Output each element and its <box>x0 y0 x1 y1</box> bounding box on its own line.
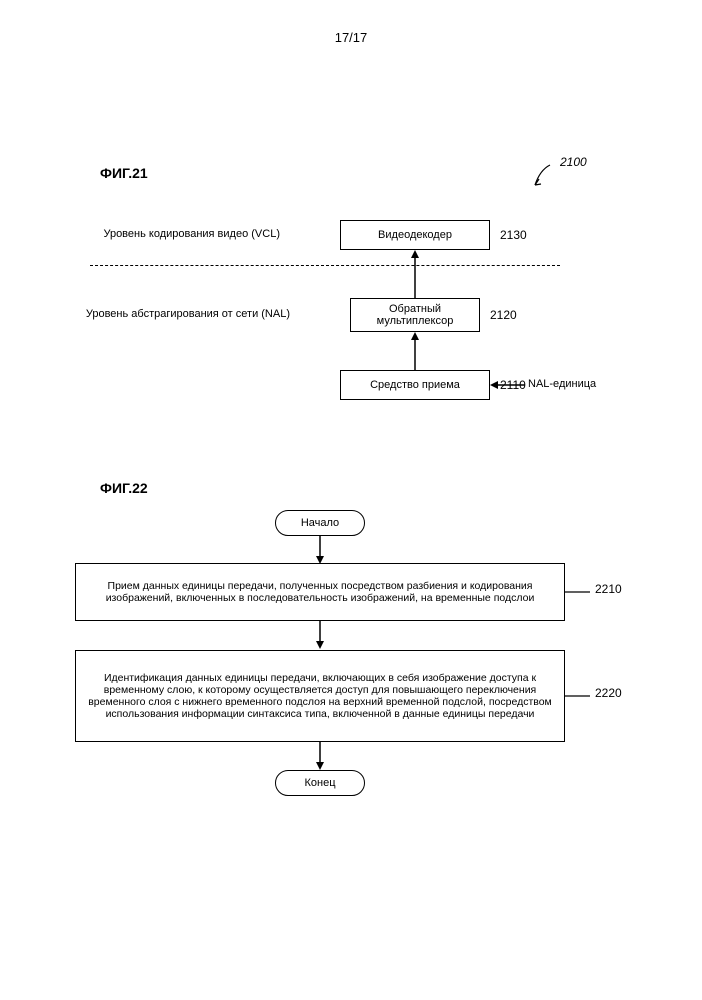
receiver-text: Средство приема <box>370 379 460 391</box>
demux-box: Обратный мультиплексор <box>350 298 480 332</box>
ref-2220: 2220 <box>595 686 622 700</box>
receiver-box: Средство приема <box>340 370 490 400</box>
videodecoder-box: Видеодекодер <box>340 220 490 250</box>
videodecoder-text: Видеодекодер <box>378 229 452 241</box>
nal-unit-label: NAL-единица <box>528 378 596 390</box>
step1-text: Прием данных единицы передачи, полученны… <box>86 580 554 604</box>
start-text: Начало <box>301 517 339 529</box>
ref-2120: 2120 <box>490 308 517 322</box>
arrow-step1-step2 <box>315 621 335 651</box>
start-terminator: Начало <box>275 510 365 536</box>
connector-2220 <box>565 692 595 702</box>
step2-text: Идентификация данных единицы передачи, в… <box>86 672 554 720</box>
ref-2130: 2130 <box>500 228 527 242</box>
layer-divider <box>90 265 560 266</box>
arrow-demux-decoder <box>410 250 430 300</box>
arrow-nal-input <box>490 378 530 398</box>
demux-text: Обратный мультиплексор <box>355 303 475 327</box>
page-number: 17/17 <box>0 30 702 45</box>
arrow-receiver-demux <box>410 332 430 372</box>
nal-label: Уровень абстрагирования от сети (NAL) <box>60 308 290 320</box>
end-text: Конец <box>304 777 335 789</box>
step2-box: Идентификация данных единицы передачи, в… <box>75 650 565 742</box>
connector-2210 <box>565 588 595 598</box>
ref-2100: 2100 <box>560 155 587 169</box>
arrow-step2-end <box>315 742 335 772</box>
fig21-label: ФИГ.21 <box>100 165 148 181</box>
step1-box: Прием данных единицы передачи, полученны… <box>75 563 565 621</box>
arrow-start-step1 <box>315 536 335 566</box>
vcl-label: Уровень кодирования видео (VCL) <box>80 228 280 240</box>
end-terminator: Конец <box>275 770 365 796</box>
ref-2210: 2210 <box>595 582 622 596</box>
fig22-label: ФИГ.22 <box>100 480 148 496</box>
